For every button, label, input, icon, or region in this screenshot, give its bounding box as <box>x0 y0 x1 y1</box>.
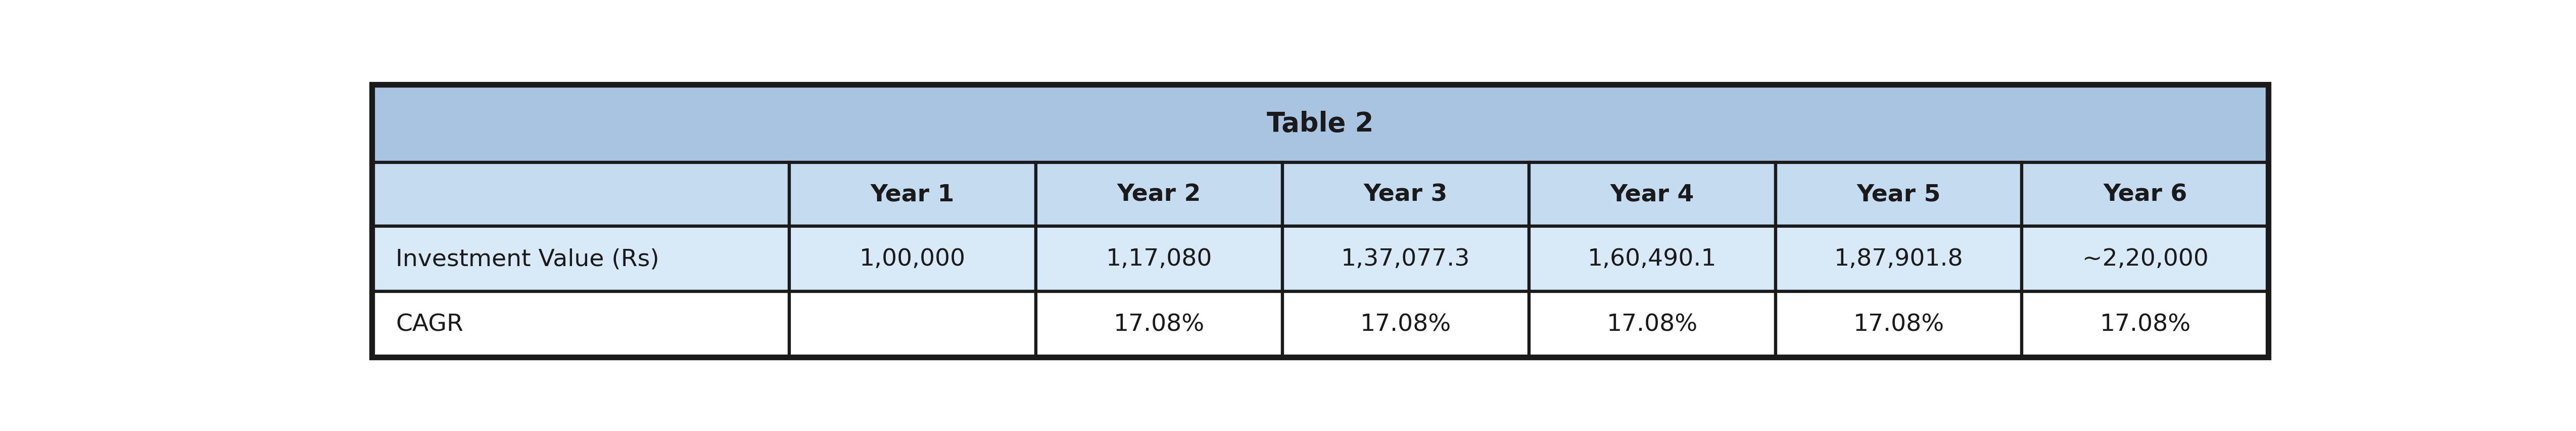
Text: 1,17,080: 1,17,080 <box>1105 248 1213 270</box>
Bar <box>371 162 788 226</box>
Bar <box>2022 292 2269 357</box>
Bar <box>1528 226 1775 292</box>
Bar <box>371 292 788 357</box>
Bar <box>371 85 2269 357</box>
Bar <box>1036 226 1283 292</box>
Bar <box>371 85 2269 162</box>
Text: Year 3: Year 3 <box>1363 183 1448 206</box>
Text: 1,37,077.3: 1,37,077.3 <box>1342 248 1471 270</box>
Bar <box>788 292 1036 357</box>
Text: 17.08%: 17.08% <box>1360 313 1450 336</box>
Bar <box>1528 162 1775 226</box>
Bar <box>1283 292 1528 357</box>
Text: ~2,20,000: ~2,20,000 <box>2081 248 2208 270</box>
Text: Table 2: Table 2 <box>1267 110 1373 137</box>
Bar <box>1036 292 1283 357</box>
Bar <box>1283 162 1528 226</box>
Text: 1,00,000: 1,00,000 <box>860 248 966 270</box>
Text: 1,87,901.8: 1,87,901.8 <box>1834 248 1963 270</box>
Bar <box>1775 226 2022 292</box>
Text: 17.08%: 17.08% <box>2099 313 2190 336</box>
Text: 17.08%: 17.08% <box>1607 313 1698 336</box>
Text: Year 4: Year 4 <box>1610 183 1695 206</box>
Text: 17.08%: 17.08% <box>1852 313 1945 336</box>
Bar <box>2022 226 2269 292</box>
Bar <box>788 162 1036 226</box>
Text: Year 1: Year 1 <box>871 183 956 206</box>
Bar <box>1775 162 2022 226</box>
Text: Year 6: Year 6 <box>2102 183 2187 206</box>
Bar <box>1036 162 1283 226</box>
Text: CAGR: CAGR <box>397 313 464 336</box>
Text: 17.08%: 17.08% <box>1113 313 1206 336</box>
Bar <box>371 226 788 292</box>
Text: Year 5: Year 5 <box>1857 183 1940 206</box>
Bar <box>1283 226 1528 292</box>
Bar <box>1775 292 2022 357</box>
Text: Year 2: Year 2 <box>1118 183 1200 206</box>
Bar <box>788 226 1036 292</box>
Bar <box>2022 162 2269 226</box>
Bar <box>1528 292 1775 357</box>
Text: Investment Value (Rs): Investment Value (Rs) <box>397 248 659 270</box>
Text: 1,60,490.1: 1,60,490.1 <box>1587 248 1716 270</box>
